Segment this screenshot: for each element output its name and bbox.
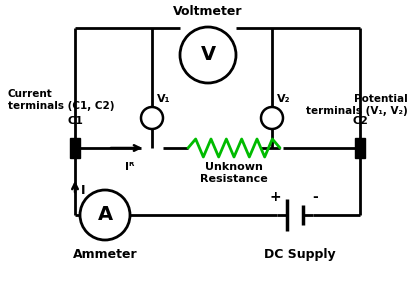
Text: DC Supply: DC Supply — [264, 248, 336, 261]
Text: Potential
terminals (V₁, V₂): Potential terminals (V₁, V₂) — [306, 94, 408, 116]
Circle shape — [261, 107, 283, 129]
Bar — [355, 138, 365, 158]
Text: C1: C1 — [67, 116, 83, 126]
Circle shape — [180, 27, 236, 83]
Text: Current
terminals (C1, C2): Current terminals (C1, C2) — [8, 89, 114, 111]
Circle shape — [80, 190, 130, 240]
Text: I: I — [81, 183, 86, 197]
Text: -: - — [312, 190, 318, 204]
Text: Iᴿ: Iᴿ — [125, 162, 135, 172]
Text: V₁: V₁ — [157, 94, 171, 104]
Text: V: V — [201, 45, 215, 64]
Circle shape — [141, 107, 163, 129]
Text: +: + — [269, 190, 281, 204]
Text: C2: C2 — [352, 116, 368, 126]
Text: Ammeter: Ammeter — [73, 248, 137, 261]
Text: Voltmeter: Voltmeter — [173, 5, 243, 18]
Text: A: A — [97, 206, 113, 224]
Text: V₂: V₂ — [277, 94, 290, 104]
Text: Unknown
Resistance: Unknown Resistance — [200, 162, 268, 183]
Bar — [70, 138, 80, 158]
